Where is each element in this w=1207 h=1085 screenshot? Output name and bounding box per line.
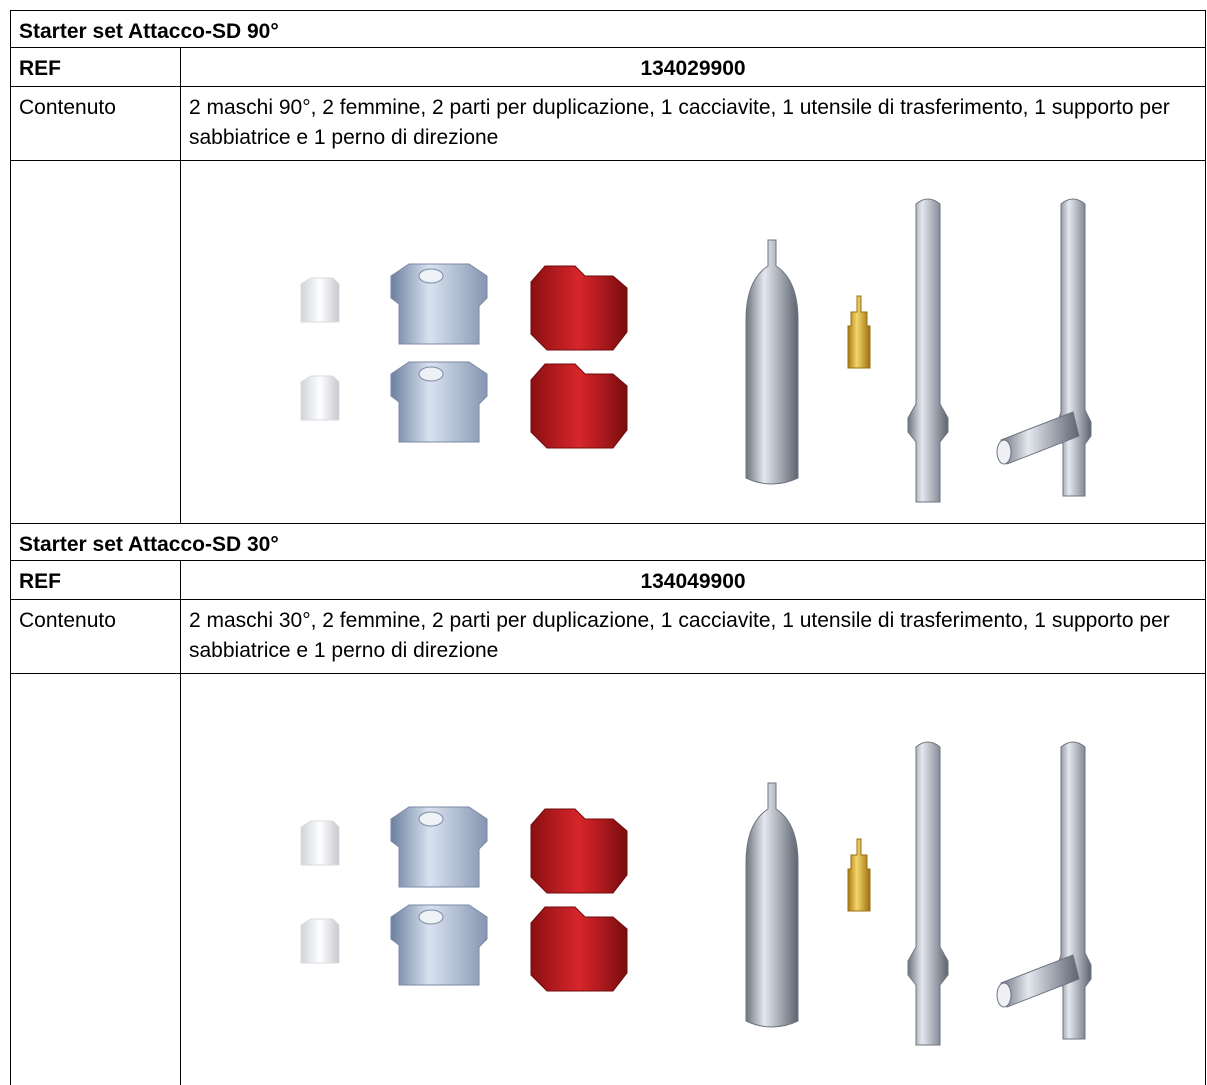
image-label-cell (10, 160, 180, 523)
ref-label: REF (10, 47, 180, 86)
product-image (181, 675, 1201, 1083)
section-title: Starter set Attacco-SD 90° (10, 10, 1206, 47)
ref-label: REF (10, 560, 180, 599)
content-label: Contenuto (10, 599, 180, 673)
ref-value: 134049900 (180, 560, 1206, 599)
image-cell (180, 160, 1206, 523)
content-text: 2 maschi 90°, 2 femmine, 2 parti per dup… (180, 86, 1206, 160)
content-text: 2 maschi 30°, 2 femmine, 2 parti per dup… (180, 599, 1206, 673)
ref-value: 134029900 (180, 47, 1206, 86)
product-image (181, 162, 1201, 521)
image-label-cell (10, 673, 180, 1085)
content-label: Contenuto (10, 86, 180, 160)
image-cell (180, 673, 1206, 1085)
section-title: Starter set Attacco-SD 30° (10, 523, 1206, 560)
